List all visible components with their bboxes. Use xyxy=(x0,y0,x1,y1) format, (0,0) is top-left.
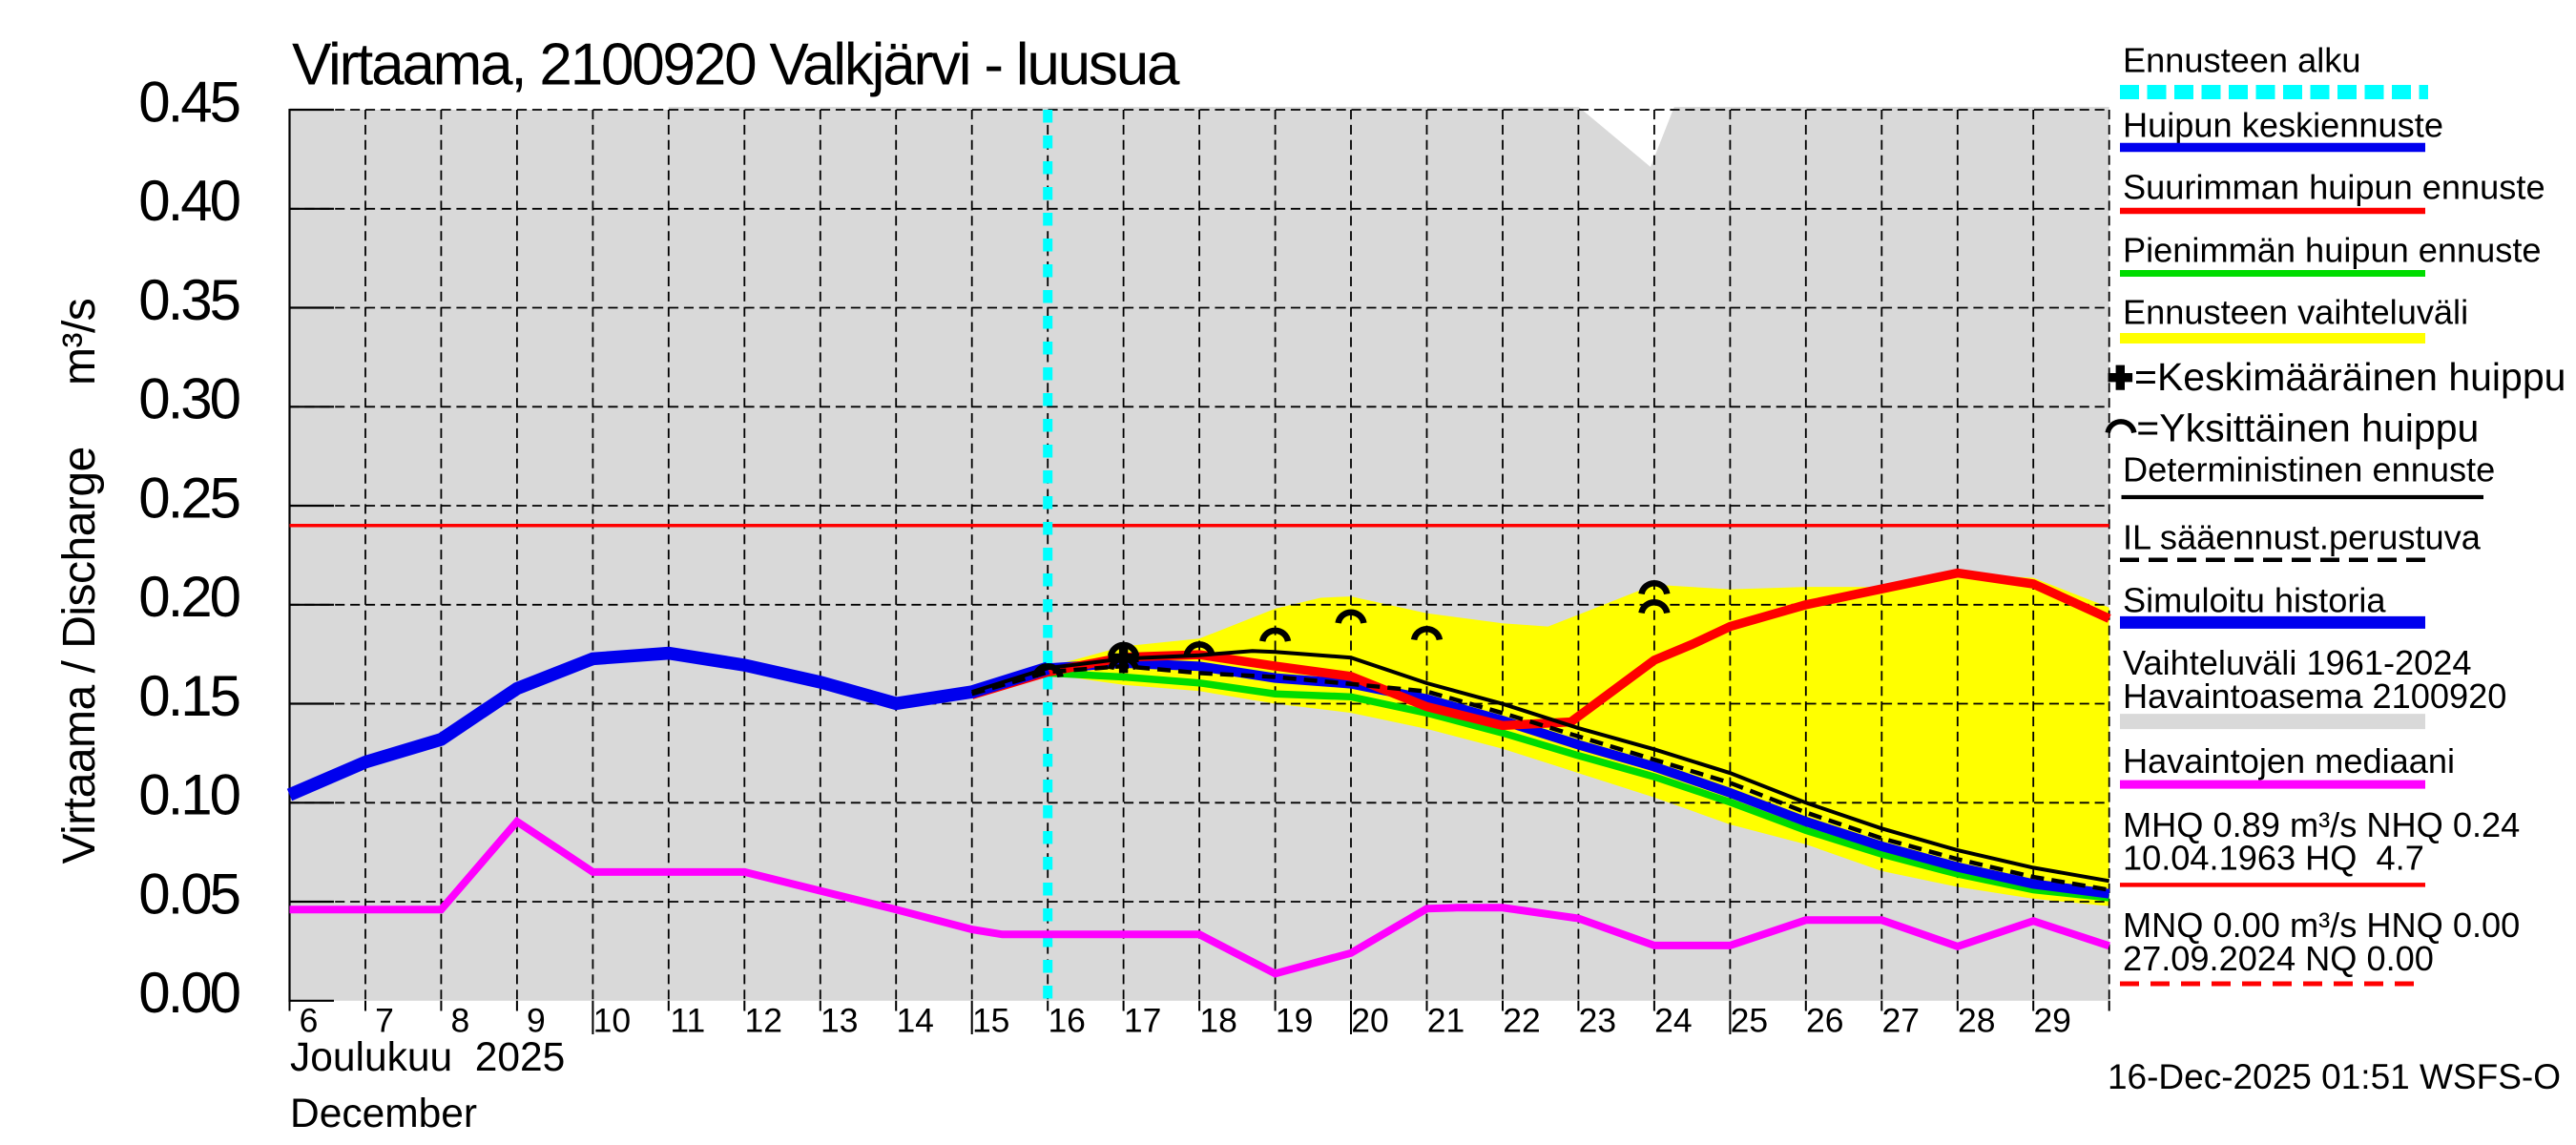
svg-text:9: 9 xyxy=(527,1001,546,1039)
svg-text:0.30: 0.30 xyxy=(138,367,239,431)
svg-text:0.25: 0.25 xyxy=(138,466,239,530)
svg-text:Huipun keskiennuste: Huipun keskiennuste xyxy=(2123,106,2443,145)
svg-text:27.09.2024 NQ 0.00: 27.09.2024 NQ 0.00 xyxy=(2123,939,2434,978)
svg-text:Ennusteen vaihteluväli: Ennusteen vaihteluväli xyxy=(2123,293,2468,332)
svg-text:23: 23 xyxy=(1579,1001,1617,1039)
svg-text:7: 7 xyxy=(375,1001,394,1039)
svg-text:10.04.1963 HQ 4.7: 10.04.1963 HQ 4.7 xyxy=(2123,838,2424,877)
svg-text:Joulukuu 2025: Joulukuu 2025 xyxy=(290,1035,565,1080)
svg-text:Havaintoasema 2100920: Havaintoasema 2100920 xyxy=(2123,677,2506,716)
svg-text:15: 15 xyxy=(972,1001,1010,1039)
svg-text:20: 20 xyxy=(1351,1001,1389,1039)
svg-text:Pienimmän huipun ennuste: Pienimmän huipun ennuste xyxy=(2123,231,2542,270)
svg-text:Havaintojen mediaani: Havaintojen mediaani xyxy=(2123,741,2455,781)
svg-text:Vaihteluväli 1961-2024: Vaihteluväli 1961-2024 xyxy=(2123,643,2472,682)
svg-text:0.15: 0.15 xyxy=(138,664,239,728)
svg-text:=Yksittäinen huippu: =Yksittäinen huippu xyxy=(2136,406,2479,450)
svg-text:IL sääennust.perustuva: IL sääennust.perustuva xyxy=(2123,518,2482,557)
svg-text:25: 25 xyxy=(1731,1001,1769,1039)
svg-text:0.35: 0.35 xyxy=(138,268,239,332)
svg-text:21: 21 xyxy=(1427,1001,1465,1039)
svg-text:Virtaama, 2100920 Valkjärvi -: Virtaama, 2100920 Valkjärvi - luusua xyxy=(292,32,1180,98)
svg-text:0.05: 0.05 xyxy=(138,862,239,926)
svg-text:16: 16 xyxy=(1048,1001,1086,1039)
svg-text:0.40: 0.40 xyxy=(138,169,239,233)
svg-text:17: 17 xyxy=(1124,1001,1162,1039)
svg-text:27: 27 xyxy=(1882,1001,1921,1039)
svg-text:22: 22 xyxy=(1503,1001,1541,1039)
svg-text:MNQ 0.00 m³/s HNQ 0.00: MNQ 0.00 m³/s HNQ 0.00 xyxy=(2123,906,2520,945)
svg-text:6: 6 xyxy=(300,1001,319,1039)
svg-text:29: 29 xyxy=(2033,1001,2071,1039)
svg-text:MHQ 0.89 m³/s NHQ 0.24: MHQ 0.89 m³/s NHQ 0.24 xyxy=(2123,805,2520,844)
svg-text:10: 10 xyxy=(593,1001,632,1039)
svg-text:12: 12 xyxy=(745,1001,783,1039)
svg-text:December: December xyxy=(290,1092,477,1136)
svg-text:11: 11 xyxy=(670,1001,705,1039)
svg-text:8: 8 xyxy=(451,1001,470,1039)
svg-text:Deterministinen ennuste: Deterministinen ennuste xyxy=(2123,450,2495,489)
svg-text:18: 18 xyxy=(1199,1001,1237,1039)
svg-text:19: 19 xyxy=(1276,1001,1314,1039)
svg-text:28: 28 xyxy=(1958,1001,1996,1039)
svg-text:0.00: 0.00 xyxy=(138,961,239,1025)
svg-text:Ennusteen alku: Ennusteen alku xyxy=(2123,41,2360,80)
svg-text:Suurimman huipun ennuste: Suurimman huipun ennuste xyxy=(2123,168,2545,207)
svg-text:=Keskimääräinen huippu: =Keskimääräinen huippu xyxy=(2134,355,2566,399)
svg-text:13: 13 xyxy=(821,1001,859,1039)
svg-text:24: 24 xyxy=(1654,1001,1693,1039)
svg-text:0.10: 0.10 xyxy=(138,763,239,827)
svg-text:16-Dec-2025 01:51 WSFS-O: 16-Dec-2025 01:51 WSFS-O xyxy=(2108,1057,2561,1096)
svg-text:14: 14 xyxy=(896,1001,934,1039)
svg-text:26: 26 xyxy=(1806,1001,1844,1039)
svg-text:Virtaama / Discharge m³/s: Virtaama / Discharge m³/s xyxy=(54,299,105,864)
svg-text:0.20: 0.20 xyxy=(138,565,239,629)
svg-text:0.45: 0.45 xyxy=(138,70,239,134)
svg-text:Simuloitu historia: Simuloitu historia xyxy=(2123,581,2386,620)
